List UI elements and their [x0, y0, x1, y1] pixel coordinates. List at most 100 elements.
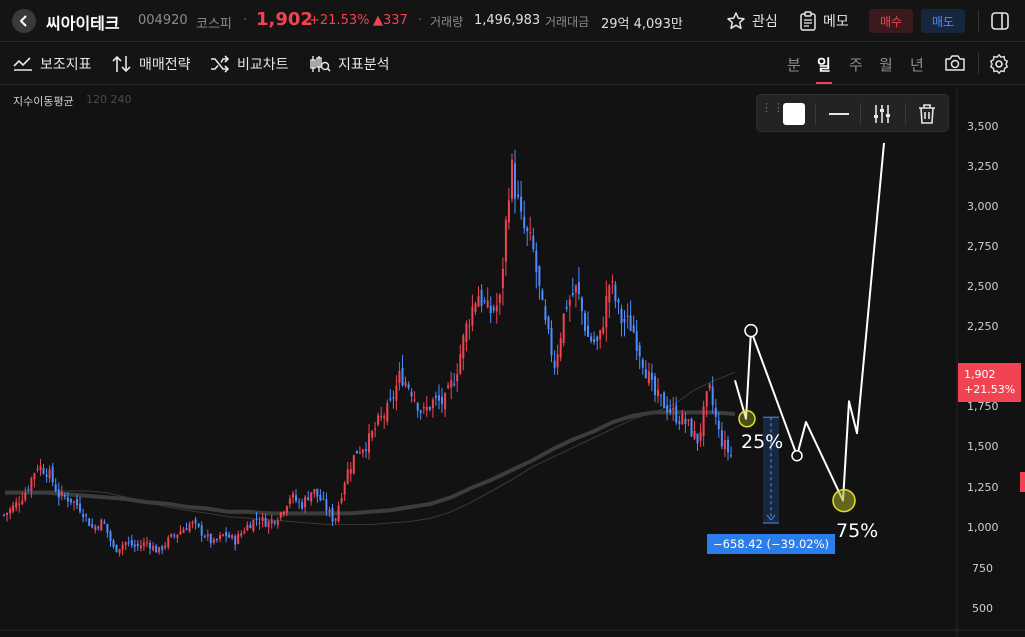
ema-240-line: [5, 410, 736, 516]
screenshot-button[interactable]: [944, 53, 966, 75]
candle-body: [529, 232, 532, 234]
candle-body: [164, 545, 167, 548]
trash-icon: [919, 104, 935, 124]
price-tag-value: 1,902: [964, 368, 996, 381]
sliders-icon: [874, 105, 890, 123]
candle-body: [550, 327, 553, 356]
separator-dot: ·: [534, 13, 539, 28]
candle-body: [188, 523, 191, 532]
line-style-button[interactable]: [826, 101, 852, 127]
candle-body: [215, 539, 218, 541]
candle-body: [9, 508, 12, 514]
candle-body: [681, 414, 684, 425]
period-minute-tab[interactable]: 분: [787, 56, 801, 74]
candle-body: [115, 544, 118, 553]
candle-body: [714, 407, 717, 417]
candle-body: [596, 336, 599, 341]
drag-handle-icon[interactable]: ⋮⋮: [761, 101, 785, 114]
period-month-tab[interactable]: 월: [879, 56, 893, 74]
sell-button[interactable]: 매도: [921, 9, 965, 33]
stock-code: 004920: [138, 13, 188, 28]
candle-body: [514, 163, 516, 199]
candle-body: [501, 268, 504, 289]
favorite-button[interactable]: 관심: [726, 8, 778, 34]
candle-body: [687, 419, 690, 421]
chart-toolbar: 보조지표 매매전략 비교차트 지표분석 분 일 주 월 년: [0, 43, 1025, 85]
y-axis-tick: 3,250: [967, 160, 999, 173]
candle-body: [182, 529, 185, 533]
candle-body: [12, 505, 15, 512]
candle-body: [438, 395, 440, 401]
candle-body: [644, 369, 647, 379]
candle-body: [684, 418, 687, 424]
candle-body: [544, 306, 547, 320]
candle-analysis-icon: [310, 56, 331, 72]
candle-body: [730, 455, 732, 457]
side-panel-button[interactable]: [988, 9, 1012, 33]
period-day-tab[interactable]: 일: [817, 56, 831, 74]
candle-body: [459, 354, 462, 374]
candle-body: [428, 407, 431, 410]
current-price-tag: 1,902 +21.53%: [958, 363, 1021, 402]
candle-body: [611, 280, 614, 282]
candle-body: [663, 392, 666, 408]
compare-button[interactable]: 비교차트: [210, 53, 289, 75]
settings-button[interactable]: [988, 53, 1010, 75]
candle-body: [252, 519, 255, 531]
candle-body: [225, 532, 228, 537]
candle-body: [258, 522, 261, 524]
candle-body: [279, 512, 282, 518]
candle-body: [580, 297, 583, 311]
amount-label: 거래대금: [545, 15, 590, 29]
ma-indicator-label[interactable]: 지수이동평균: [13, 95, 74, 108]
memo-button[interactable]: 메모: [799, 8, 849, 34]
candle-body: [577, 282, 580, 294]
favorite-label: 관심: [752, 14, 778, 30]
candle-body: [246, 524, 249, 531]
drawn-anchor-point: [791, 449, 803, 462]
indicators-button[interactable]: 보조지표: [13, 53, 92, 75]
buy-button[interactable]: 매수: [869, 9, 913, 33]
back-button[interactable]: [12, 9, 36, 33]
candle-body: [82, 513, 85, 518]
candle-body: [574, 285, 577, 293]
candle-body: [261, 517, 264, 521]
period-week-tab[interactable]: 주: [849, 56, 863, 74]
candle-body: [717, 420, 720, 430]
candle-body: [511, 159, 513, 200]
strategy-button[interactable]: 매매전략: [112, 53, 191, 75]
candle-body: [371, 431, 374, 438]
candle-body: [60, 491, 63, 496]
candle-body: [425, 406, 428, 411]
candle-body: [69, 498, 72, 503]
candle-body: [346, 469, 349, 484]
candle-body: [121, 544, 124, 550]
candle-body: [240, 533, 243, 536]
candle-body: [678, 421, 681, 424]
candle-body: [328, 509, 331, 512]
candle-body: [638, 345, 641, 357]
candle-body: [398, 371, 401, 383]
candle-body: [535, 250, 538, 273]
y-axis-tick: 500: [972, 602, 993, 615]
analysis-button[interactable]: 지표분석: [309, 53, 390, 75]
drawing-settings-button[interactable]: [869, 101, 895, 127]
compare-label: 비교차트: [237, 57, 289, 73]
candle-body: [6, 512, 8, 515]
amount-value: 29억 4,093만: [601, 17, 683, 32]
delete-drawing-button[interactable]: [914, 101, 940, 127]
candle-body: [699, 432, 702, 441]
candle-body: [541, 290, 544, 301]
color-picker-button[interactable]: [781, 101, 807, 127]
candle-body: [45, 474, 48, 477]
chevron-left-icon: [19, 15, 27, 27]
period-year-tab[interactable]: 년: [910, 56, 924, 74]
price-chart[interactable]: [0, 86, 1025, 637]
drawn-anchor-point: [744, 323, 758, 338]
candle-body: [237, 534, 240, 544]
candle-body: [136, 544, 139, 546]
indicator-chart-icon: [13, 57, 32, 71]
price-tag-percent: +21.53%: [964, 383, 1016, 396]
candle-body: [63, 494, 66, 497]
candle-body: [36, 469, 39, 471]
